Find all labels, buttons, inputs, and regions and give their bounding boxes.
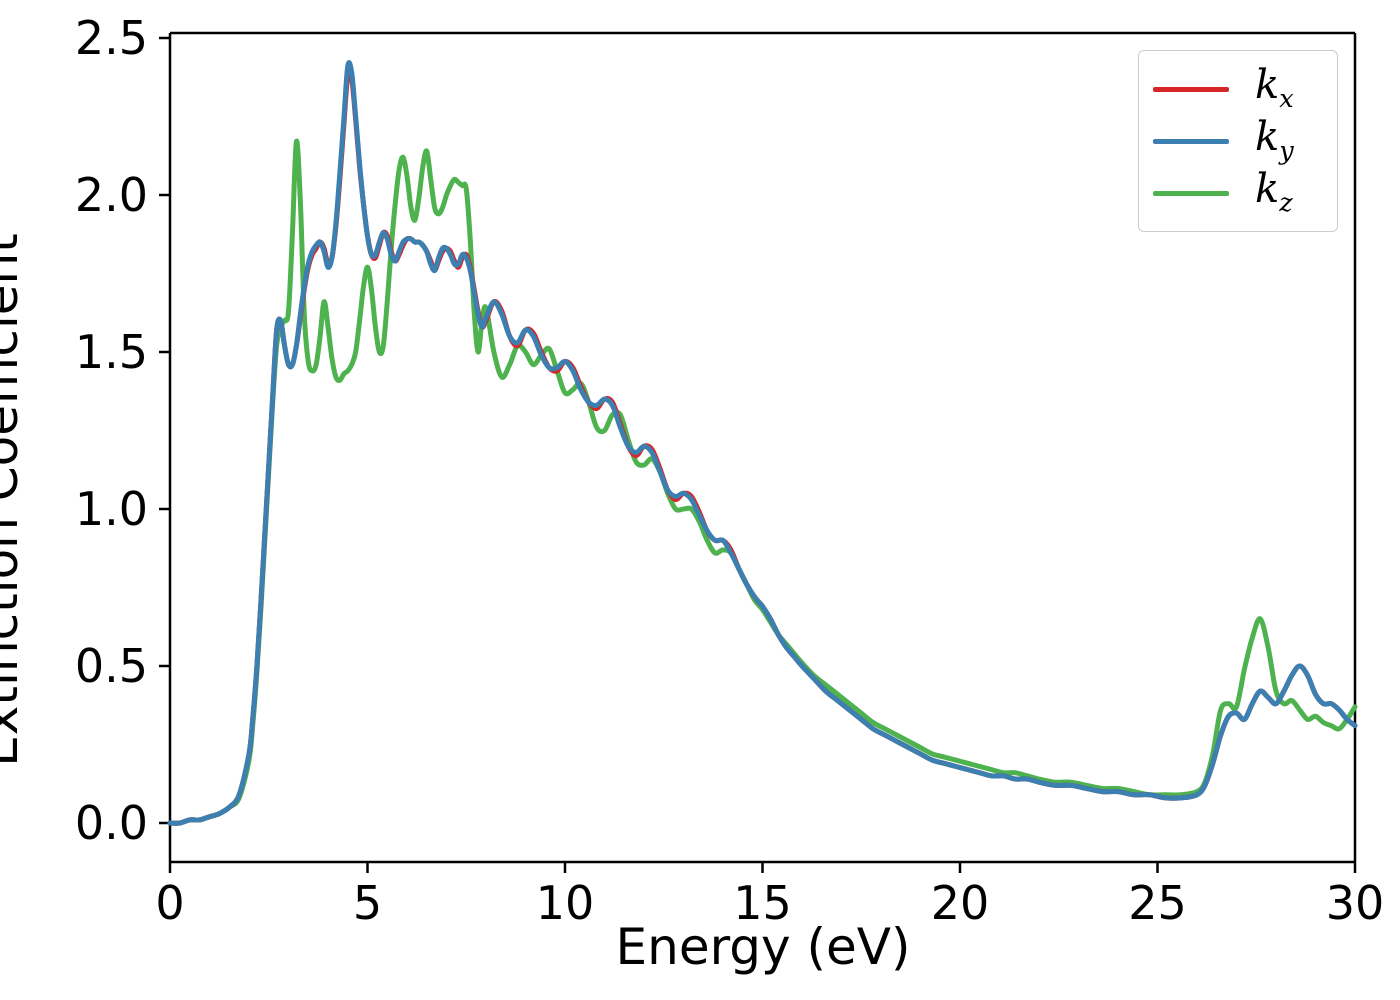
x-tick-label: 0 <box>155 876 185 930</box>
y-tick-label: 2.0 <box>74 168 148 222</box>
y-tick-label: 1.5 <box>74 325 148 379</box>
legend-box: kx ky kz <box>1138 50 1338 232</box>
legend-label-kx: kx <box>1255 62 1294 115</box>
legend-entry-ky[interactable]: ky <box>1153 115 1323 167</box>
axis-tick-marks <box>159 36 1357 873</box>
legend-color-swatch-kx <box>1153 86 1229 92</box>
y-tick-label: 2.5 <box>74 11 148 65</box>
y-tick-label: 1.0 <box>74 482 148 536</box>
y-axis-title-text: Extinction Coefficient <box>0 233 29 767</box>
line-series-kz <box>167 138 1358 826</box>
y-tick-label: 0.5 <box>74 639 148 693</box>
x-tick-label: 25 <box>1128 876 1187 930</box>
x-tick-label: 5 <box>352 876 383 930</box>
y-tick-label: 0.0 <box>74 796 148 850</box>
x-tick-label: 10 <box>535 876 595 930</box>
legend-label-ky: ky <box>1255 114 1294 167</box>
x-axis-title-text: Energy (eV) <box>615 918 911 976</box>
x-tick-label: 15 <box>733 876 792 930</box>
legend-color-swatch-kz <box>1153 190 1229 196</box>
line-series-ky <box>167 60 1358 826</box>
data-series-group <box>167 60 1358 826</box>
legend-entry-kx[interactable]: kx <box>1153 63 1323 115</box>
legend-color-swatch-ky <box>1153 138 1229 144</box>
legend-entry-kz[interactable]: kz <box>1153 167 1323 219</box>
x-tick-label: 30 <box>1325 876 1385 930</box>
x-tick-label: 20 <box>930 876 990 930</box>
x-axis-title: Energy (eV) <box>616 918 911 976</box>
y-axis-title: Extinction Coefficient <box>0 233 29 767</box>
legend-label-kz: kz <box>1255 166 1293 219</box>
